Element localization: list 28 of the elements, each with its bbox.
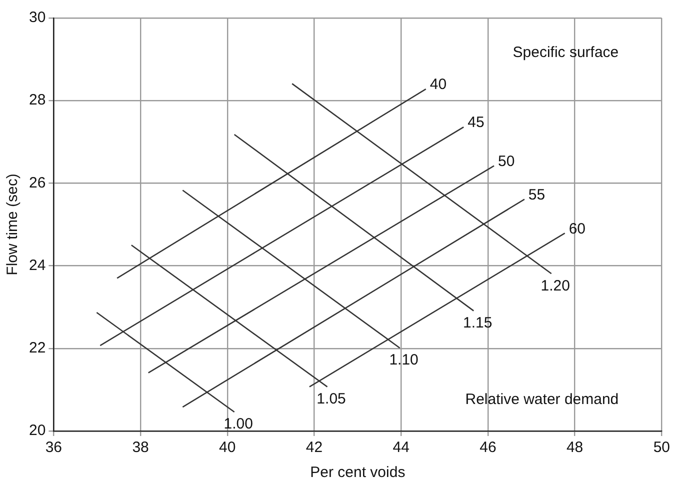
- x-tick-label: 36: [45, 439, 62, 456]
- x-axis-title: Per cent voids: [310, 464, 406, 482]
- series-label: 1.15: [463, 314, 492, 332]
- series-label: 60: [568, 220, 586, 238]
- x-tick-label: 40: [219, 439, 236, 456]
- annotation: Specific surface: [512, 44, 619, 62]
- series-label: 55: [528, 186, 546, 204]
- y-axis-title: Flow time (sec): [4, 174, 22, 276]
- y-tick-label: 20: [28, 422, 46, 440]
- annotation: Relative water demand: [465, 391, 619, 408]
- series-label: 1.00: [224, 416, 253, 433]
- y-tick-label: 24: [28, 256, 46, 274]
- series-label: 1.10: [389, 352, 418, 369]
- y-tick-label: 30: [28, 9, 46, 26]
- series-label: 40: [430, 76, 447, 94]
- series-label: 45: [468, 114, 484, 132]
- y-tick-label: 26: [28, 174, 46, 192]
- x-tick-label: 48: [566, 439, 584, 456]
- series-label: 50: [498, 152, 515, 170]
- x-tick-label: 44: [392, 439, 410, 456]
- x-tick-label: 42: [306, 439, 323, 456]
- x-tick-label: 38: [132, 439, 149, 456]
- series-label: 1.05: [316, 390, 346, 408]
- x-tick-label: 46: [480, 439, 496, 456]
- y-tick-label: 22: [28, 340, 46, 357]
- x-tick-label: 50: [653, 439, 670, 456]
- y-tick-label: 28: [28, 92, 46, 109]
- series-label: 1.20: [540, 277, 570, 294]
